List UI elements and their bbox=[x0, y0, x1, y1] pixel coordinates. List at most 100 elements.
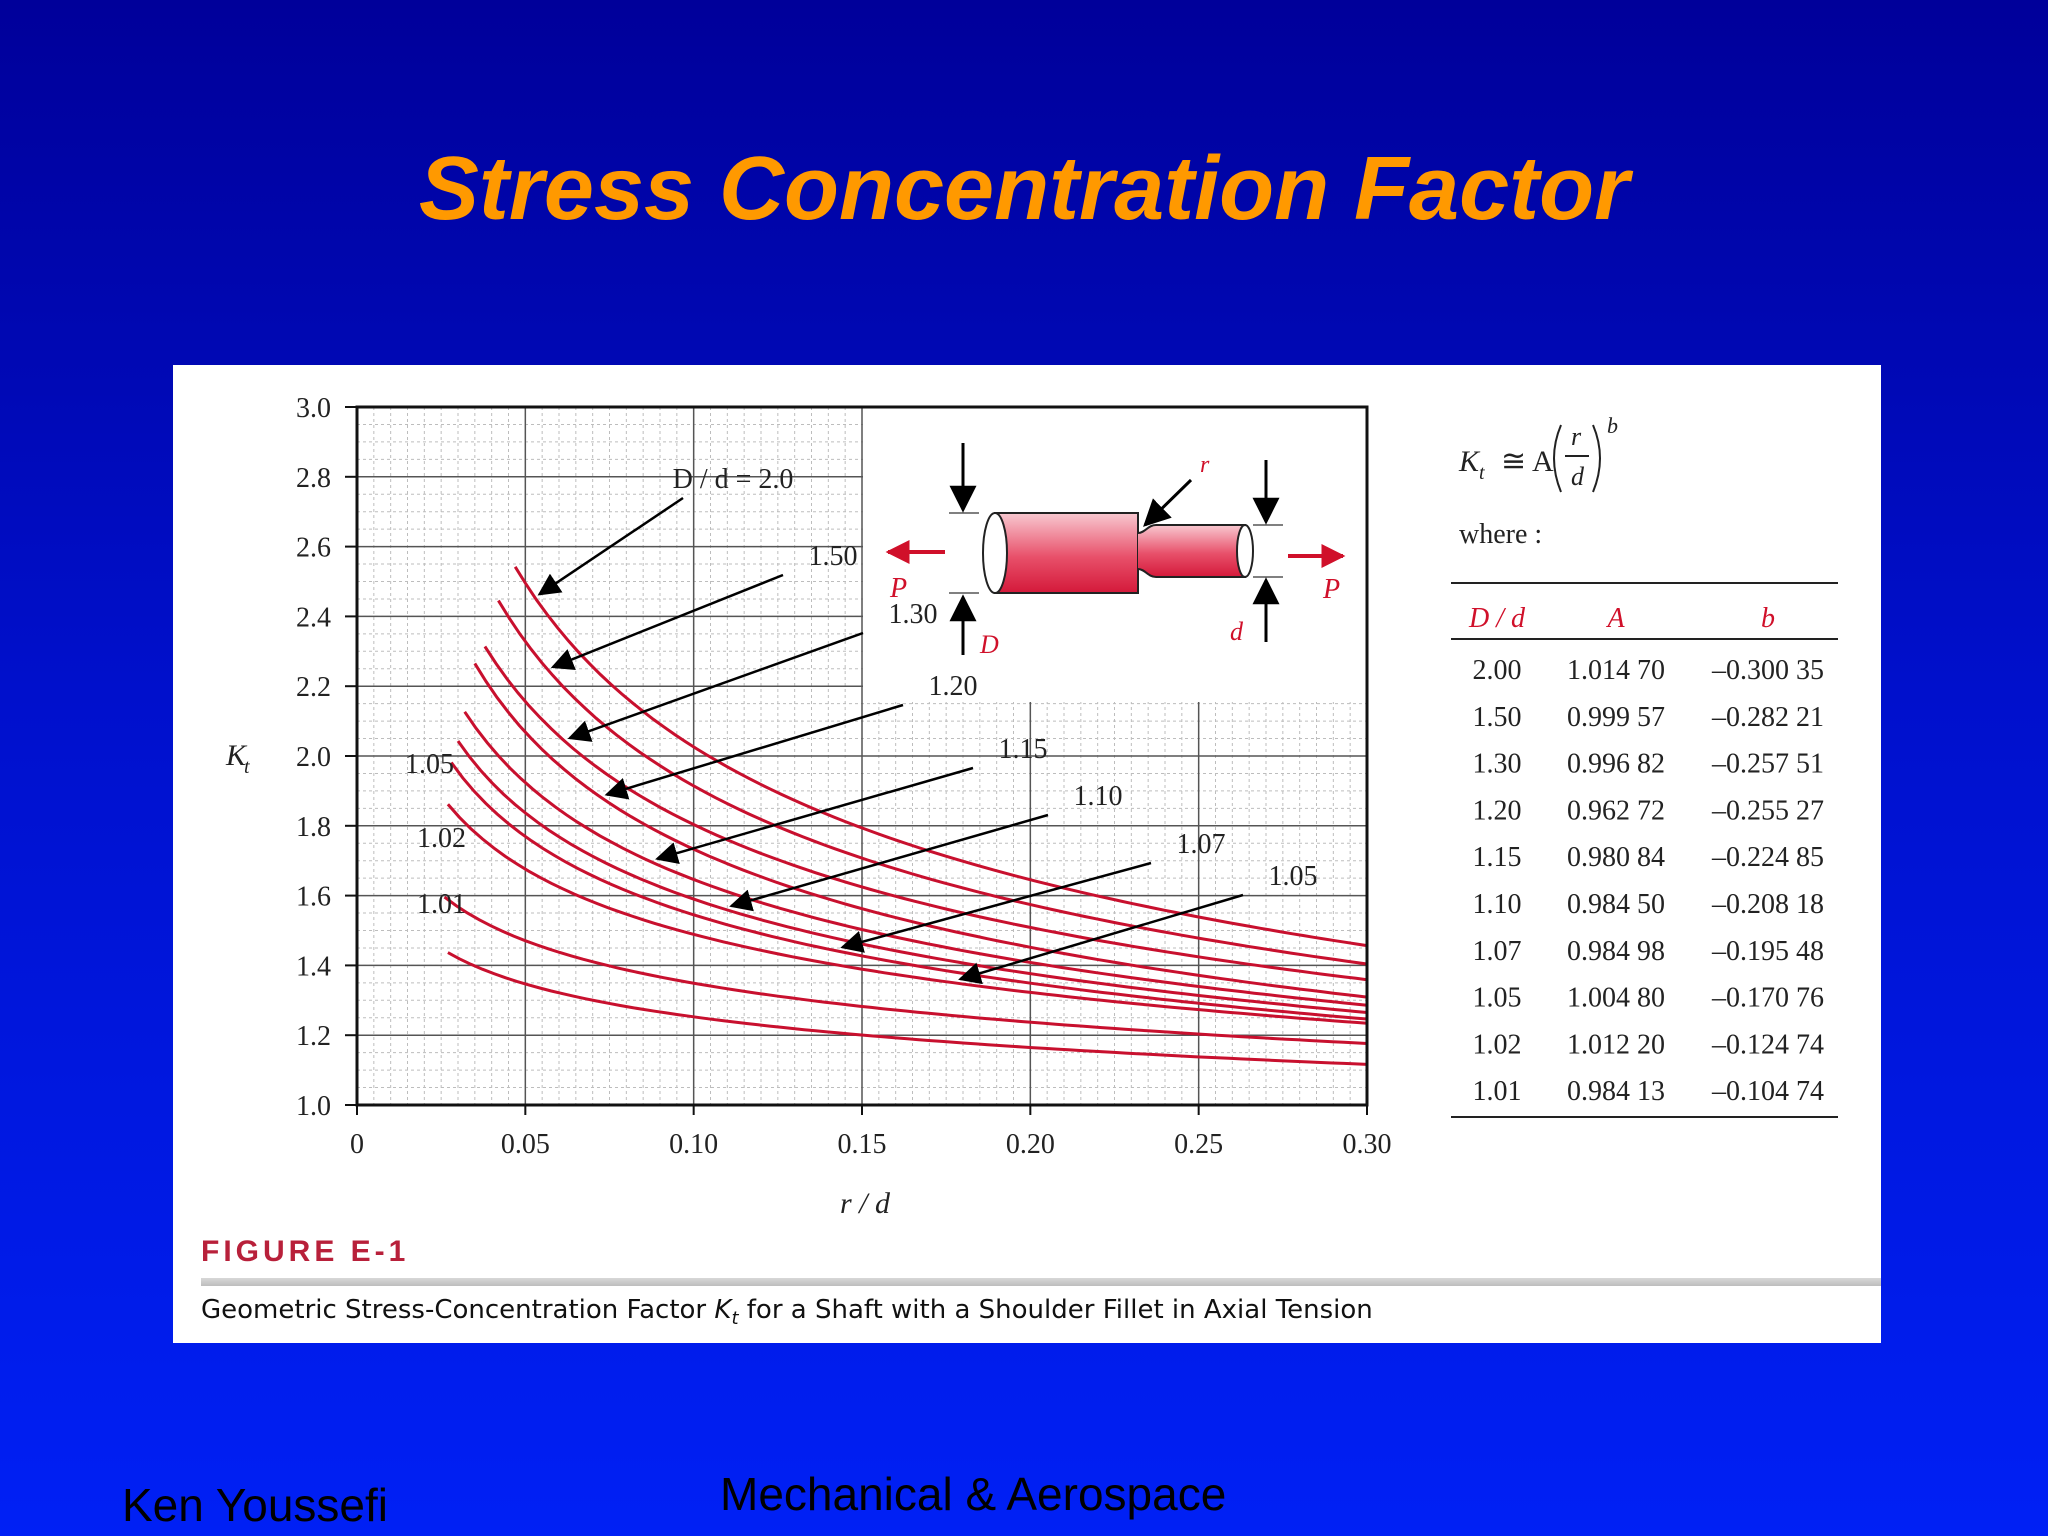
table-cell: –0.208 18 bbox=[1711, 889, 1824, 920]
y-tick-label: 2.8 bbox=[296, 463, 331, 494]
table-cell: –0.124 74 bbox=[1711, 1029, 1824, 1060]
curve-annotations: D / d = 2.0 1.50 1.30 1.20 1.15 1.10 1.07 1.05 1… bbox=[405, 464, 1318, 985]
x-tick-label: 0.10 bbox=[669, 1129, 718, 1160]
x-axis-title: r / d bbox=[840, 1187, 891, 1220]
dimension-label-d: d bbox=[1230, 617, 1244, 646]
left-annotation-label: 1.02 bbox=[417, 823, 466, 854]
load-label-right: P bbox=[1322, 574, 1340, 605]
formula: K t ≅ A r d b where : bbox=[1458, 413, 1618, 550]
annotation-label: 1.20 bbox=[929, 671, 978, 702]
shaft-diagram: P P D d r bbox=[863, 402, 1541, 702]
footer-department: Mechanical & Aerospace bbox=[720, 1468, 1227, 1520]
annotation-leader bbox=[729, 813, 1049, 912]
table-cell: 1.05 bbox=[1473, 983, 1522, 1014]
table-cell: 1.012 20 bbox=[1567, 1029, 1665, 1060]
table-cell: –0.255 27 bbox=[1711, 795, 1824, 826]
y-tick-label: 2.4 bbox=[296, 602, 331, 633]
table-cell: 1.014 70 bbox=[1567, 655, 1665, 686]
table-cell: –0.300 35 bbox=[1711, 655, 1824, 686]
table-cell: –0.224 85 bbox=[1711, 842, 1824, 873]
series-curve-1.50 bbox=[497, 599, 1368, 966]
table-cell: 1.07 bbox=[1473, 936, 1522, 967]
table-cell: 1.02 bbox=[1473, 1029, 1522, 1060]
left-annotation-label: 1.05 bbox=[405, 749, 454, 780]
annotation-label: 1.50 bbox=[809, 541, 858, 572]
table-cell: –0.282 21 bbox=[1711, 702, 1824, 733]
table-body: 2.00 1.014 70 –0.300 35 1.50 0.999 57 –0.282 … bbox=[1473, 655, 1825, 1107]
y-tick-label: 1.2 bbox=[296, 1021, 331, 1052]
y-tick-label: 2.6 bbox=[296, 533, 331, 564]
x-tick-label: 0 bbox=[350, 1129, 364, 1160]
series-curve-1.07 bbox=[450, 761, 1368, 1021]
y-axis-title: K bbox=[225, 739, 248, 772]
series-curve-1.01 bbox=[447, 951, 1368, 1066]
table-cell: –0.170 76 bbox=[1711, 983, 1824, 1014]
annotation-leader bbox=[655, 766, 974, 864]
table-cell: 1.004 80 bbox=[1567, 983, 1665, 1014]
table-cell: –0.104 74 bbox=[1711, 1076, 1824, 1107]
dimension-label-D: D bbox=[979, 630, 999, 659]
x-tick-label: 0.15 bbox=[838, 1129, 887, 1160]
table-cell: 0.984 98 bbox=[1567, 936, 1665, 967]
axes: 0 0.05 0.10 0.15 0.20 0.25 0.30 1.0 1.2 1.4 1.6 1.8… bbox=[296, 393, 1392, 1160]
series-curve-1.15 bbox=[463, 710, 1368, 1007]
series-curve-1.02 bbox=[443, 895, 1368, 1045]
x-tick-label: 0.25 bbox=[1174, 1129, 1223, 1160]
figure-label: FIGURE E-1 bbox=[201, 1235, 410, 1268]
table-cell: 1.10 bbox=[1473, 889, 1522, 920]
formula-rel: ≅ A bbox=[1501, 445, 1554, 478]
annotation-leader bbox=[604, 703, 904, 800]
table-cell: 0.984 13 bbox=[1567, 1076, 1665, 1107]
series-curve-1.10 bbox=[456, 740, 1368, 1014]
shaft-right-end bbox=[1236, 524, 1254, 578]
y-tick-label: 2.0 bbox=[296, 742, 331, 773]
annotation-leader bbox=[550, 573, 784, 670]
annotation-label: 1.10 bbox=[1074, 781, 1123, 812]
table-cell: 0.980 84 bbox=[1567, 842, 1665, 873]
y-axis-title-sub: t bbox=[244, 756, 250, 778]
formula-paren-left bbox=[1553, 424, 1562, 493]
y-tick-label: 1.4 bbox=[296, 951, 331, 982]
formula-exponent: b bbox=[1607, 413, 1618, 438]
annotation-leader bbox=[958, 893, 1244, 985]
annotation-leader bbox=[537, 496, 684, 596]
table-cell: 0.984 50 bbox=[1567, 889, 1665, 920]
table-cell: 1.20 bbox=[1473, 795, 1522, 826]
x-tick-label: 0.20 bbox=[1006, 1129, 1055, 1160]
y-tick-label: 1.8 bbox=[296, 812, 331, 843]
table-cell: –0.257 51 bbox=[1711, 749, 1824, 780]
table-cell: 1.01 bbox=[1473, 1076, 1522, 1107]
series-curve-1.05 bbox=[446, 803, 1368, 1025]
fillet-radius-label: r bbox=[1200, 452, 1210, 478]
left-annotation-label: 1.01 bbox=[417, 889, 466, 920]
table-cell: 1.15 bbox=[1473, 842, 1522, 873]
figure-caption: Geometric Stress-Concentration Factor Kt… bbox=[201, 1295, 1373, 1329]
table-cell: –0.195 48 bbox=[1711, 936, 1824, 967]
formula-denominator: d bbox=[1571, 462, 1585, 491]
caption-symbol: K bbox=[714, 1295, 732, 1325]
table-header-cell: A bbox=[1605, 603, 1625, 634]
fillet-radius-arrow bbox=[1143, 478, 1193, 527]
annotation-leader bbox=[567, 631, 864, 742]
figure-panel: P P D d r 0 0.05 0.10 0.15 0.20 0.25 0.30 1.0 1.… bbox=[173, 365, 1881, 1343]
series-curve-1.30 bbox=[483, 645, 1368, 982]
formula-lhs: K bbox=[1458, 445, 1481, 478]
annotation-label: 1.15 bbox=[999, 734, 1048, 765]
formula-paren-right bbox=[1592, 424, 1601, 493]
annotation-leader bbox=[840, 861, 1152, 953]
formula-numerator: r bbox=[1571, 422, 1582, 451]
caption-post: for a Shaft with a Shoulder Fillet in Ax… bbox=[738, 1295, 1373, 1325]
formula-where: where : bbox=[1459, 519, 1542, 550]
shaft-small-section bbox=[1137, 524, 1246, 578]
y-tick-label: 2.2 bbox=[296, 672, 331, 703]
annotation-label: D / d = 2.0 bbox=[673, 464, 794, 495]
table-cell: 2.00 bbox=[1473, 655, 1522, 686]
caption-rule bbox=[201, 1278, 1881, 1286]
table-cell: 1.30 bbox=[1473, 749, 1522, 780]
formula-lhs-sub: t bbox=[1479, 462, 1485, 484]
curves bbox=[443, 566, 1368, 1066]
table-header-cell: b bbox=[1761, 603, 1775, 634]
annotation-label: 1.05 bbox=[1269, 861, 1318, 892]
